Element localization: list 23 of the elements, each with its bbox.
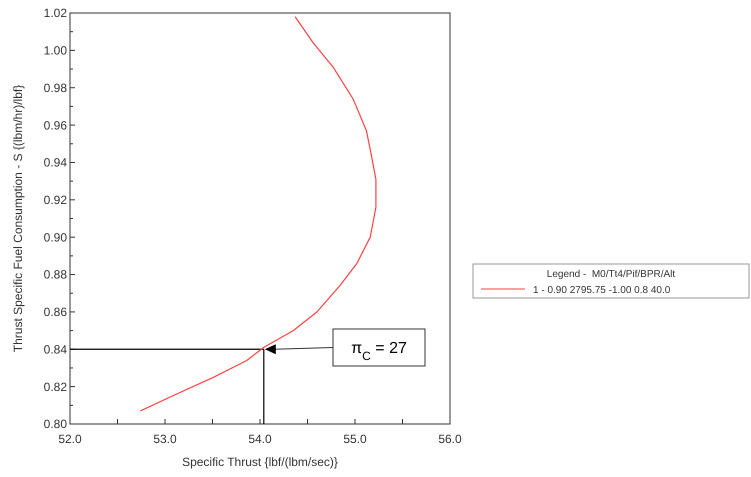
y-tick-label: 0.86 [44, 305, 68, 320]
x-tick-label: 53.0 [153, 432, 177, 446]
y-axis-title: Thrust Specific Fuel Consumption - S {(lbm/hr)/lbf} [11, 84, 25, 352]
x-tick-label: 56.0 [438, 432, 462, 446]
y-tick-label: 0.94 [44, 156, 68, 170]
legend-title: Legend - M0/Tt4/Pif/BPR/Alt [546, 269, 676, 280]
annotation: π$_{C}$ = 27 [351, 340, 407, 363]
y-tick-label: 0.82 [44, 380, 68, 394]
y-tick-label: 0.84 [44, 342, 68, 356]
line-series [140, 16, 376, 412]
x-tick-label: 52.0 [58, 432, 82, 446]
y-tick-label: 0.98 [44, 80, 68, 95]
x-tick-label: 55.0 [343, 432, 367, 446]
y-tick-label: 0.90 [44, 230, 68, 244]
y-tick-label: 0.80 [44, 417, 68, 432]
x-axis-title: Specific Thrust {lbf/(lbm/sec)} [182, 455, 338, 469]
y-tick-label: 1.02 [44, 6, 68, 20]
x-tick-label: 54.0 [248, 432, 272, 446]
legend-label: 1 - 0.90 2795.75 -1.00 0.8 40.0 [533, 285, 671, 296]
y-tick-label: 0.88 [44, 268, 68, 282]
y-tick-label: 0.92 [44, 193, 68, 208]
y-tick-label: 1.00 [44, 44, 68, 58]
y-tick-label: 0.96 [44, 118, 68, 132]
